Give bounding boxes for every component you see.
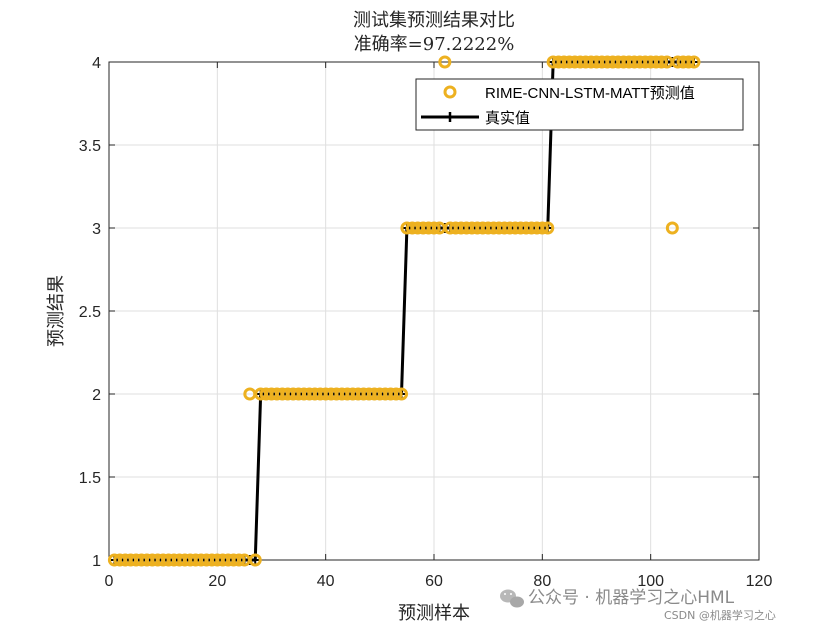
x-axis-label: 预测样本 xyxy=(398,603,470,624)
y-tick-label: 2 xyxy=(92,387,101,404)
legend: RIME-CNN-LSTM-MATT预测值 真实值 xyxy=(415,78,744,131)
y-tick-label: 2.5 xyxy=(79,304,101,321)
x-tick-label: 60 xyxy=(425,573,443,590)
chart-subtitle: 准确率=97.2222% xyxy=(354,34,515,55)
chart-title: 测试集预测结果对比 xyxy=(353,10,515,31)
y-tick-label: 3.5 xyxy=(79,138,101,155)
x-tick-label: 0 xyxy=(105,573,114,590)
legend-marker-predicted xyxy=(443,85,457,99)
predicted-point xyxy=(665,221,679,235)
x-tick-label: 20 xyxy=(208,573,226,590)
watermark-sub: CSDN @机器学习之心 xyxy=(664,608,776,622)
predicted-point xyxy=(655,55,668,69)
predicted-point xyxy=(438,55,452,69)
predicted-point xyxy=(427,221,441,235)
legend-box xyxy=(415,78,744,131)
x-tick-label: 100 xyxy=(637,573,664,590)
predicted-point xyxy=(535,221,549,235)
x-tick-label: 40 xyxy=(317,573,335,590)
predicted-point xyxy=(389,387,403,401)
grid xyxy=(109,62,759,560)
predicted-point xyxy=(395,387,408,401)
predicted-point xyxy=(541,221,555,235)
predicted-point xyxy=(687,55,701,69)
predicted-point xyxy=(232,553,246,567)
y-axis-label: 预测结果 xyxy=(46,275,67,347)
y-tick-label: 1.5 xyxy=(79,470,101,487)
legend-label-true: 真实值 xyxy=(485,109,530,127)
x-tick-label: 120 xyxy=(746,573,773,590)
watermark: 公众号 · 机器学习之心HML CSDN @机器学习之心 xyxy=(500,588,776,622)
watermark-main: 公众号 · 机器学习之心HML xyxy=(528,588,735,608)
axis-ticks: 0 20 40 60 80 100 120 1 1.5 2 2.5 3 3.5 4 xyxy=(79,55,773,590)
y-tick-label: 3 xyxy=(92,221,101,238)
y-tick-label: 1 xyxy=(92,553,101,570)
y-tick-label: 4 xyxy=(92,55,101,72)
wechat-icon xyxy=(500,589,524,608)
predicted-point xyxy=(248,553,262,567)
legend-label-predicted: RIME-CNN-LSTM-MATT预测值 xyxy=(485,85,695,102)
x-tick-label: 80 xyxy=(533,573,551,590)
true-value-point xyxy=(251,555,260,565)
predicted-series xyxy=(107,55,701,567)
predicted-point xyxy=(682,55,696,69)
